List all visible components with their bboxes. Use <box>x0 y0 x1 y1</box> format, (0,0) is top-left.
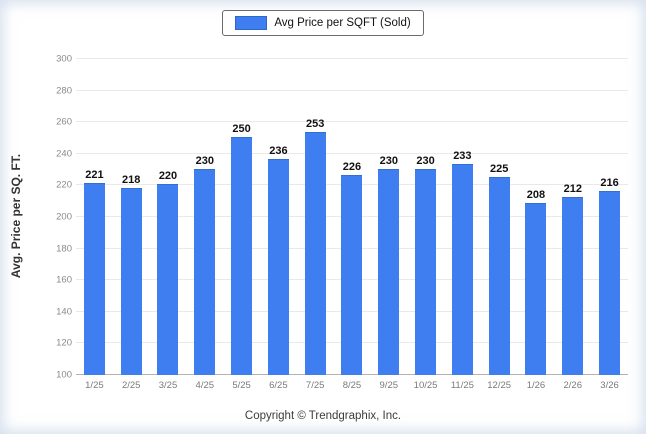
bar-slot: 221 <box>76 59 113 375</box>
bar-value-label: 236 <box>269 145 288 158</box>
legend-color-swatch <box>235 16 268 30</box>
bar-value-label: 220 <box>158 170 178 183</box>
footer-copyright: Copyright © Trendgraphix, Inc. <box>244 410 402 422</box>
legend-box: Avg Price per SQFT (Sold) <box>222 10 424 36</box>
y-tick-label: 160 <box>56 274 72 286</box>
x-tick-label: 10/25 <box>413 380 438 391</box>
x-tick-label: 5/25 <box>232 380 251 391</box>
x-tick-label: 4/25 <box>195 380 215 391</box>
gridline <box>76 89 628 91</box>
bar <box>157 184 179 375</box>
gridline <box>76 121 628 123</box>
y-tick-label: 180 <box>56 243 72 255</box>
x-tick-label: 1/25 <box>85 380 104 391</box>
bar <box>525 203 547 375</box>
legend: Avg Price per SQFT (Sold) <box>0 10 646 36</box>
bar-value-label: 230 <box>416 154 435 167</box>
x-tick-label: 2/25 <box>121 380 141 391</box>
bar-value-label: 226 <box>342 160 362 173</box>
bar <box>267 159 289 375</box>
bar-slot: 233 <box>444 59 481 375</box>
y-axis-tick-labels: 100 120 140 160 180 200 220 240 260 280 300 <box>40 54 72 381</box>
x-tick-label: 12/25 <box>487 380 512 391</box>
x-tick-label: 11/25 <box>450 380 474 391</box>
plot-area: 221 218 220 230 250 236 253 226 230 230 233 225 208 2… <box>76 58 628 375</box>
gridline <box>76 58 628 59</box>
x-tick-label: 3/25 <box>158 380 178 391</box>
bar <box>415 168 437 375</box>
x-tick-label: 3/26 <box>600 380 619 391</box>
y-tick-label: 100 <box>56 369 72 381</box>
bar <box>488 176 510 375</box>
bar-value-label: 208 <box>526 189 546 202</box>
y-tick-label: 300 <box>56 53 72 65</box>
bar-value-label: 250 <box>232 123 251 135</box>
bar-series: 221 218 220 230 250 236 253 226 230 230 233 225 208 2… <box>76 59 628 375</box>
bar <box>562 197 584 375</box>
bar <box>378 168 400 375</box>
bar-slot: 208 <box>518 59 555 375</box>
bar <box>341 174 363 375</box>
y-tick-label: 120 <box>56 337 72 349</box>
bar-slot: 230 <box>407 59 444 375</box>
bar-slot: 236 <box>260 59 297 375</box>
x-axis-tick-labels: 1/25 2/25 3/25 4/25 5/25 6/25 7/25 8/25 9/25 10/2… <box>76 380 628 391</box>
bar-value-label: 253 <box>306 118 325 131</box>
y-tick-label: 260 <box>56 116 72 128</box>
bar-value-label: 230 <box>195 154 214 167</box>
x-tick-label: 8/25 <box>342 380 362 391</box>
y-tick-label: 220 <box>56 179 72 191</box>
bar <box>120 187 142 375</box>
y-tick-label: 280 <box>56 85 72 97</box>
y-tick-label: 240 <box>56 148 72 160</box>
bar-slot: 253 <box>297 59 334 375</box>
bar-value-label: 212 <box>563 183 582 196</box>
bar-slot: 226 <box>334 59 371 375</box>
bar-value-label: 221 <box>85 168 104 181</box>
bar <box>194 168 216 375</box>
x-tick-label: 6/25 <box>269 380 288 391</box>
bar-value-label: 216 <box>600 176 619 189</box>
x-tick-label: 1/26 <box>526 380 546 391</box>
x-tick-label: 2/26 <box>563 380 583 391</box>
bar <box>231 137 253 375</box>
bar-slot: 250 <box>223 59 260 375</box>
bar-slot: 230 <box>370 59 407 375</box>
bar <box>451 163 473 375</box>
bar-value-label: 233 <box>453 149 472 162</box>
y-tick-label: 200 <box>56 211 72 223</box>
bar <box>304 132 326 375</box>
legend-label: Avg Price per SQFT (Sold) <box>274 17 411 29</box>
x-tick-label: 9/25 <box>379 380 399 391</box>
bar-value-label: 225 <box>489 162 509 175</box>
y-axis-title: Avg. Price per SQ. FT. <box>9 153 23 279</box>
bar-slot: 230 <box>186 59 223 375</box>
bar-slot: 225 <box>481 59 518 375</box>
bar-value-label: 230 <box>379 154 398 167</box>
bar-slot: 212 <box>554 59 591 375</box>
bar-value-label: 218 <box>122 173 141 186</box>
bar-slot: 220 <box>150 59 187 375</box>
bar-slot: 216 <box>591 59 628 375</box>
x-tick-label: 7/25 <box>305 380 325 391</box>
gridline <box>76 152 628 154</box>
y-tick-label: 140 <box>56 306 72 318</box>
bar <box>83 182 105 375</box>
bar-slot: 218 <box>113 59 150 375</box>
bar <box>599 190 621 375</box>
